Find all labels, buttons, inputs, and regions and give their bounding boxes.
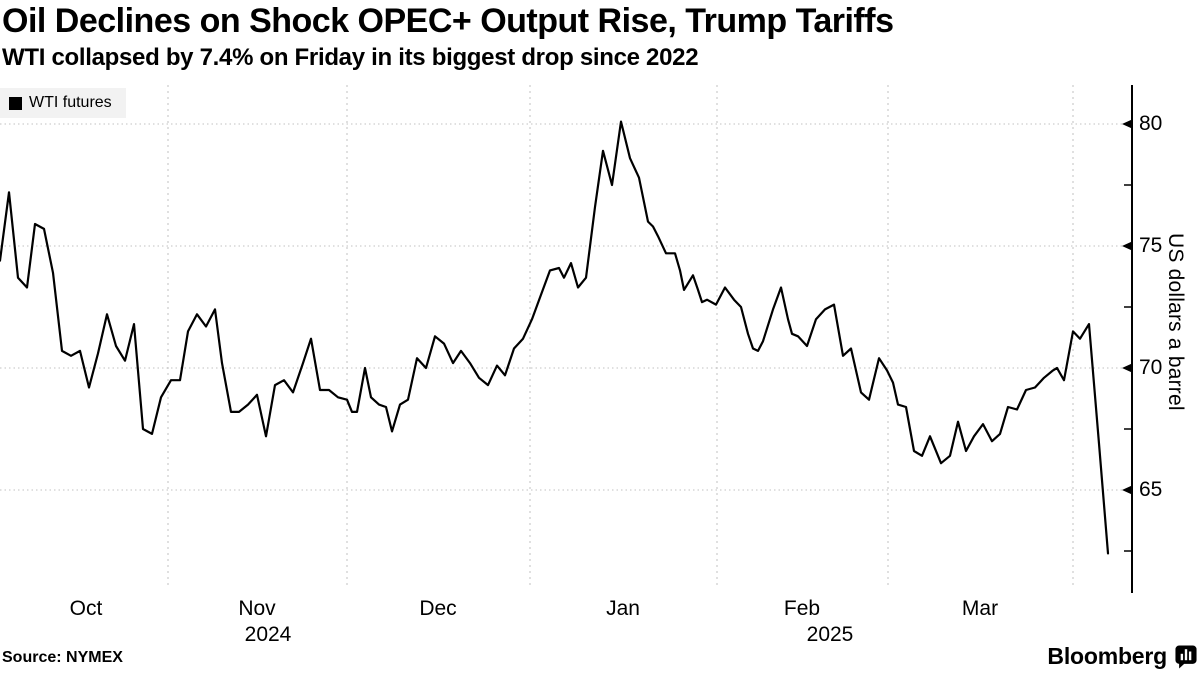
y-major-tick: [1122, 485, 1132, 495]
bloomberg-terminal-icon: [1175, 645, 1197, 669]
chart-title: Oil Declines on Shock OPEC+ Output Rise,…: [2, 2, 894, 40]
bloomberg-wordmark: Bloomberg: [1047, 643, 1167, 669]
chart-subtitle: WTI collapsed by 7.4% on Friday in its b…: [2, 44, 699, 71]
wti-price-line: [0, 120, 1110, 555]
source-label: Source: NYMEX: [2, 649, 123, 666]
bloomberg-logo: Bloomberg: [1047, 643, 1197, 670]
y-major-tick: [1122, 363, 1132, 373]
y-axis-title: US dollars a barrel: [1164, 233, 1187, 411]
legend-swatch-icon: [9, 96, 22, 110]
y-major-tick: [1122, 241, 1132, 251]
legend: WTI futures: [0, 88, 126, 118]
y-major-tick: [1122, 119, 1132, 129]
legend-label: WTI futures: [29, 94, 112, 111]
